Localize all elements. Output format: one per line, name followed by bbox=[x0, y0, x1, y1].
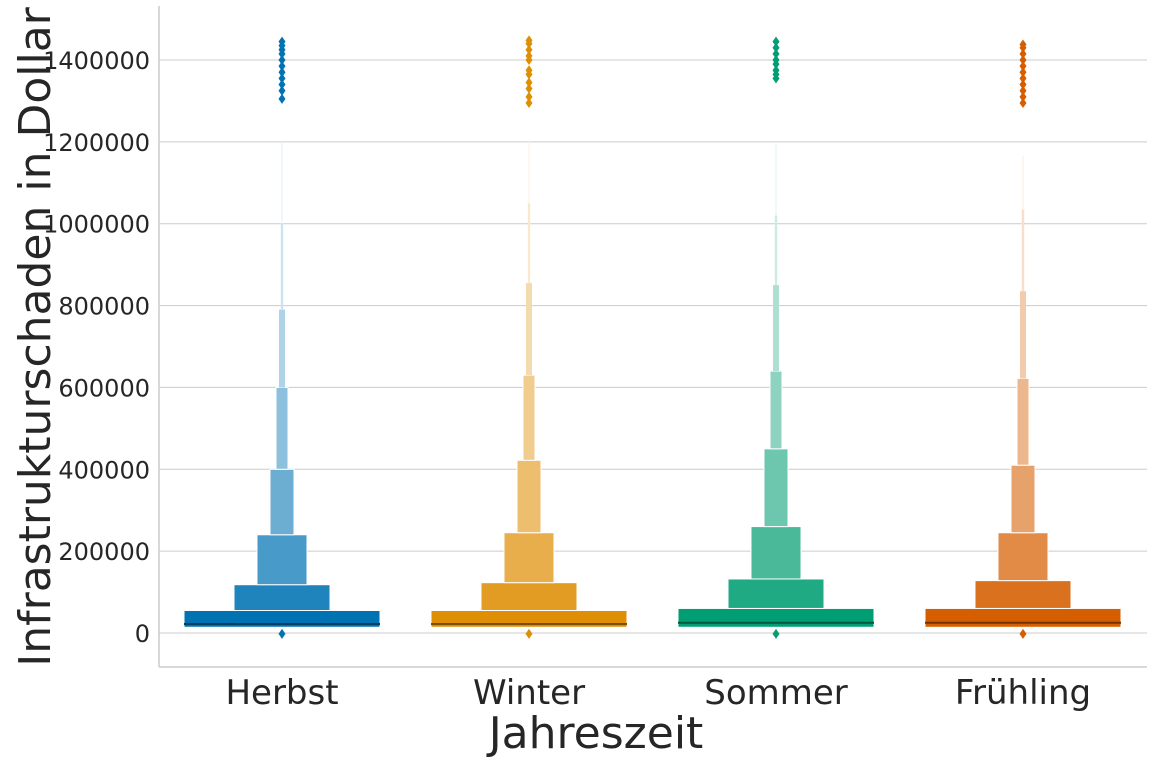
y-tick-label: 1200000 bbox=[43, 129, 150, 157]
outlier-point bbox=[278, 73, 286, 84]
grid-lines bbox=[159, 59, 1147, 634]
outlier-point bbox=[525, 628, 533, 639]
outlier-point bbox=[525, 44, 533, 55]
boxen-box bbox=[769, 370, 783, 450]
boxen-box bbox=[775, 141, 777, 216]
outlier-point bbox=[1019, 39, 1027, 50]
outlier-point bbox=[1019, 61, 1027, 72]
outlier-point bbox=[278, 628, 286, 639]
outlier-point bbox=[1019, 628, 1027, 639]
x-tick-label: Winter bbox=[473, 673, 585, 713]
outlier-point bbox=[772, 36, 780, 47]
y-tick-label: 600000 bbox=[58, 374, 150, 402]
outlier-point bbox=[1019, 67, 1027, 78]
boxen-box bbox=[269, 468, 295, 536]
outlier-point bbox=[1019, 55, 1027, 65]
outlier-point bbox=[772, 65, 780, 76]
outlier-point bbox=[1019, 79, 1027, 90]
boxen-box bbox=[1020, 291, 1026, 379]
y-tick-label: 400000 bbox=[58, 456, 150, 484]
series-herbst bbox=[183, 36, 381, 639]
outlier-point bbox=[525, 65, 533, 76]
boxen-box bbox=[763, 448, 789, 528]
outlier-point bbox=[525, 91, 533, 102]
boxen-box bbox=[503, 532, 555, 584]
boxen-box bbox=[527, 203, 531, 284]
boxen-box bbox=[280, 223, 284, 310]
boxen-box bbox=[997, 532, 1049, 582]
boxen-box bbox=[1021, 209, 1025, 292]
outlier-point bbox=[525, 77, 533, 88]
outlier-point bbox=[278, 67, 286, 78]
outlier-point bbox=[278, 61, 286, 72]
boxen-box bbox=[528, 141, 530, 204]
boxen-box bbox=[1010, 464, 1036, 534]
plot-area bbox=[183, 35, 1122, 639]
x-tick-label: Herbst bbox=[225, 673, 338, 713]
outlier-point bbox=[1019, 91, 1027, 102]
boxen-box bbox=[774, 215, 778, 286]
y-tick-label: 1000000 bbox=[43, 211, 150, 239]
outlier-point bbox=[1019, 97, 1027, 108]
boxen-box bbox=[727, 578, 825, 609]
outlier-point bbox=[525, 83, 533, 94]
axes bbox=[158, 6, 1147, 668]
outlier-point bbox=[772, 628, 780, 639]
outlier-point bbox=[278, 93, 286, 104]
outlier-point bbox=[278, 36, 286, 47]
outlier-point bbox=[1019, 85, 1027, 96]
boxen-box bbox=[516, 459, 542, 534]
series-sommer bbox=[677, 36, 875, 639]
series-frühling bbox=[924, 39, 1122, 639]
boxen-box bbox=[526, 283, 532, 376]
x-tick-label: Frühling bbox=[955, 673, 1091, 713]
outlier-point bbox=[1019, 73, 1027, 84]
boxen-box bbox=[677, 607, 875, 628]
y-tick-labels: 0 200000 400000 600000 800000 1000000 1200000 1… bbox=[43, 47, 150, 648]
outlier-point bbox=[278, 85, 286, 96]
boxen-box bbox=[1022, 156, 1024, 210]
boxen-box bbox=[480, 582, 578, 611]
y-tick-label: 800000 bbox=[58, 293, 150, 321]
boxen-box bbox=[1016, 377, 1030, 466]
boxen-box bbox=[773, 285, 779, 372]
outlier-point bbox=[1019, 48, 1027, 59]
outlier-point bbox=[525, 97, 533, 108]
series-winter bbox=[430, 35, 628, 639]
outlier-point bbox=[278, 79, 286, 90]
boxen-box bbox=[279, 309, 285, 388]
x-tick-labels: Herbst Winter Sommer Frühling bbox=[225, 673, 1091, 713]
boxen-box bbox=[281, 141, 283, 224]
boxen-box bbox=[750, 526, 802, 580]
y-tick-label: 1400000 bbox=[43, 47, 150, 75]
boxen-box bbox=[974, 580, 1072, 609]
outlier-point bbox=[772, 55, 780, 65]
x-tick-label: Sommer bbox=[704, 673, 848, 713]
outlier-point bbox=[525, 35, 533, 46]
boxen-box bbox=[924, 607, 1122, 628]
y-axis-title: Infrastrukturschaden in Dollar bbox=[10, 6, 61, 666]
y-tick-label: 200000 bbox=[58, 538, 150, 566]
outlier-point bbox=[278, 55, 286, 65]
outlier-point bbox=[772, 48, 780, 59]
boxen-box bbox=[233, 584, 331, 611]
boxen-box bbox=[256, 534, 308, 586]
boxen-box bbox=[522, 374, 536, 461]
y-tick-label: 0 bbox=[135, 620, 150, 648]
outlier-point bbox=[772, 42, 780, 53]
outlier-point bbox=[525, 50, 533, 61]
x-axis-title: Jahreszeit bbox=[486, 708, 704, 759]
boxen-box bbox=[275, 386, 289, 470]
